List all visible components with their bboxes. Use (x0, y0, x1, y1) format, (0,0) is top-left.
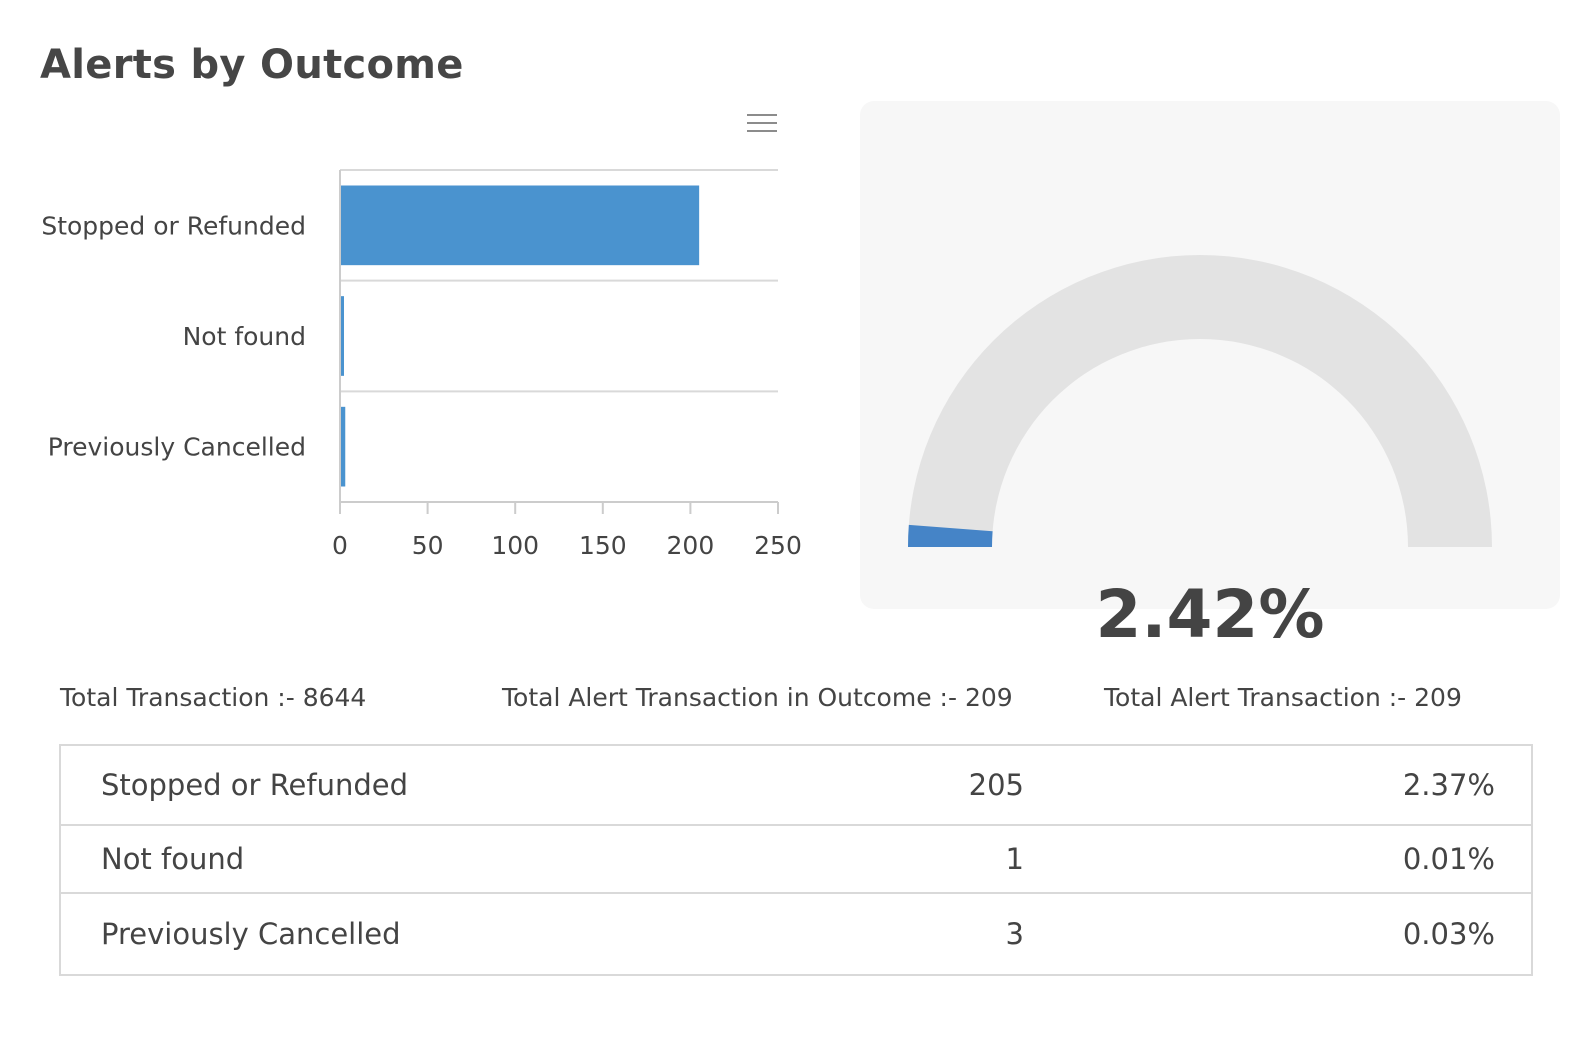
category-label: Not found (183, 322, 306, 351)
page-title: Alerts by Outcome (40, 42, 464, 88)
total-transaction: Total Transaction8644 (60, 683, 366, 712)
gauge-value-label: 2.42% (1095, 576, 1325, 653)
total-alert-transaction-value: 209 (1414, 683, 1462, 712)
gauge-card: 2.42% (860, 101, 1560, 653)
row-count: 3 (784, 892, 1024, 975)
hamburger-menu-icon[interactable] (744, 108, 780, 138)
row-count: 205 (968, 768, 1024, 802)
total-transaction-label: Total Transaction (60, 683, 303, 712)
total-alert-transaction: Total Alert Transaction209 (1104, 683, 1462, 712)
row-count: 1 (784, 824, 1024, 893)
table-row: Previously Cancelled 3 0.03% (60, 892, 1532, 975)
table-row: Not found 1 0.01% (60, 824, 1532, 893)
gauge-fill (908, 524, 993, 547)
x-tick-label: 250 (754, 531, 802, 560)
row-name: Previously Cancelled (60, 892, 784, 975)
outcome-table: Stopped or Refunded 205 2.37% Not found … (59, 744, 1533, 976)
bar (340, 406, 346, 487)
x-tick-label: 100 (491, 531, 539, 560)
row-percent: 0.01% (1024, 824, 1532, 893)
row-name: Not found (60, 824, 784, 893)
x-tick-label: 150 (579, 531, 627, 560)
table-row: Stopped or Refunded 205 2.37% (60, 745, 1532, 825)
total-alert-in-outcome: Total Alert Transaction in Outcome209 (502, 683, 1013, 712)
gauge-track (908, 255, 1492, 547)
outcome-gauge (908, 255, 1492, 547)
bar (340, 296, 344, 376)
x-tick-label: 200 (667, 531, 715, 560)
x-tick-label: 0 (332, 531, 348, 560)
outcome-bar-chart: Stopped or Refunded Not found Previously C… (41, 169, 802, 560)
x-tick-label: 50 (412, 531, 444, 560)
row-name: Stopped or Refunded (101, 768, 409, 802)
category-label: Previously Cancelled (48, 433, 306, 462)
total-alert-in-outcome-label: Total Alert Transaction in Outcome (502, 683, 965, 712)
total-alert-transaction-label: Total Alert Transaction (1104, 683, 1414, 712)
row-percent: 0.03% (1024, 892, 1532, 975)
total-transaction-value: 8644 (302, 683, 367, 712)
row-percent: 2.37% (1402, 768, 1495, 802)
category-label: Stopped or Refunded (41, 211, 306, 240)
total-alert-in-outcome-value: 209 (964, 683, 1013, 712)
bar (340, 185, 700, 266)
